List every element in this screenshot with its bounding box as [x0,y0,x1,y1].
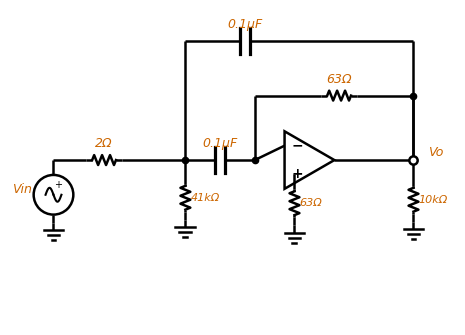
Text: 63Ω: 63Ω [299,198,322,208]
Text: 41kΩ: 41kΩ [190,193,219,203]
Text: +: + [54,180,62,190]
Text: −: − [292,139,303,153]
Text: 0.1μF: 0.1μF [202,137,238,150]
Text: Vin: Vin [12,183,32,196]
Text: Vo: Vo [428,146,444,159]
Text: +: + [292,168,303,182]
Text: 2Ω: 2Ω [95,137,113,150]
Text: 63Ω: 63Ω [326,73,352,86]
Text: 0.1μF: 0.1μF [227,18,263,31]
Text: 10kΩ: 10kΩ [418,195,448,205]
